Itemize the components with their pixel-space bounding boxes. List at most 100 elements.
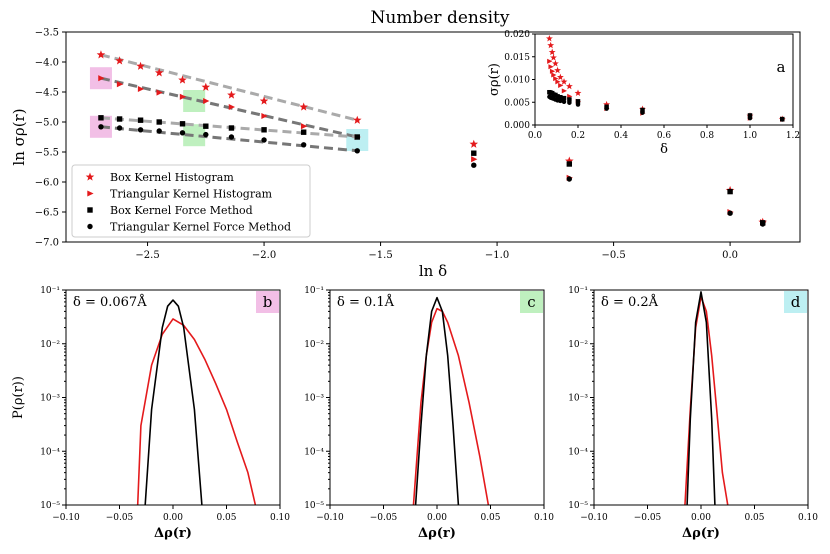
data-point: [575, 102, 581, 107]
legend-marker: [85, 172, 95, 181]
panel-d: −0.10 −0.05 0.00 0.05 0.10 10⁻⁵ 10⁻⁴ 10⁻³ 10⁻² 10…: [568, 286, 818, 541]
distribution-curve: [414, 296, 460, 505]
y-tick-label: −3.5: [35, 28, 59, 39]
y-tick-label: −7.0: [35, 238, 59, 249]
data-point: [760, 221, 766, 227]
data-point: [747, 115, 753, 121]
data-point: [555, 79, 561, 85]
x-axis-label: Δρ(r): [154, 526, 192, 541]
axes-frame: [329, 289, 545, 506]
y-tick-label: 0.015: [504, 53, 530, 63]
data-point: [259, 96, 269, 105]
main-panel: −2.5 −2.0 −1.5 −1.0 −0.5 0.0 −7.0 −6.5 −6.0 −5.5 −…: [10, 28, 801, 280]
data-point: [354, 134, 360, 140]
panel-label: c: [527, 293, 535, 311]
data-point: [545, 34, 553, 42]
x-tick-label: 0.05: [744, 513, 764, 523]
y-tick-label: 10⁻⁵: [568, 501, 588, 511]
y-tick-label: 10⁻⁴: [568, 447, 588, 457]
data-point: [574, 89, 582, 97]
y-tick-label: 0.000: [504, 121, 530, 131]
x-tick-label: 0.10: [270, 513, 290, 523]
fit-line: [100, 125, 358, 153]
highlight-box: [346, 129, 369, 151]
delta-annotation: δ = 0.2Å: [601, 294, 659, 310]
panel-c: −0.10 −0.05 0.00 0.05 0.10 10⁻⁵ 10⁻⁴ 10⁻³ 10⁻² 10…: [304, 286, 554, 541]
data-point: [471, 162, 477, 168]
x-tick-label: 0.00: [691, 513, 711, 523]
y-tick-label: 10⁻⁵: [304, 501, 324, 511]
data-point: [300, 142, 307, 148]
data-point: [640, 110, 645, 115]
x-tick-label: −0.5: [601, 250, 625, 261]
y-tick-label: −5.5: [35, 148, 59, 159]
panel-tag-box: [256, 291, 279, 313]
data-point: [201, 82, 211, 91]
y-tick-label: −6.0: [35, 178, 59, 189]
data-point: [354, 148, 360, 154]
y-tick-label: 10⁻¹: [568, 286, 588, 296]
legend-marker: [87, 207, 93, 213]
data-point: [96, 50, 106, 59]
y-axis-label: ln σρ(r): [10, 108, 28, 165]
x-tick-label: 0.05: [480, 513, 500, 523]
x-tick-label: 0.2: [571, 131, 585, 141]
x-tick-label: 0.05: [216, 513, 236, 523]
data-point: [156, 89, 163, 96]
data-point: [727, 210, 733, 216]
x-tick-label: −0.05: [634, 513, 662, 523]
x-tick-label: −0.10: [52, 513, 80, 523]
data-point: [179, 130, 186, 136]
inset-panel: 0.0 0.2 0.4 0.6 0.8 1.0 1.2 0.000 0.005 0.010 0.01…: [487, 30, 800, 157]
y-tick-label: 10⁻²: [40, 340, 60, 350]
y-tick-label: 10⁻¹: [304, 286, 324, 296]
data-point: [558, 98, 563, 104]
distribution-curve: [686, 291, 716, 505]
data-point: [299, 102, 308, 111]
x-tick-label: 1.0: [743, 131, 758, 141]
data-point: [565, 82, 573, 90]
x-tick-label: 0.6: [657, 131, 672, 141]
data-point: [561, 88, 568, 94]
data-point: [261, 112, 268, 120]
data-point: [561, 99, 567, 105]
inset-background: [535, 34, 793, 125]
legend-marker: [87, 190, 94, 197]
x-tick-label: 1.2: [786, 131, 800, 141]
data-point: [471, 156, 478, 163]
data-point: [547, 58, 553, 64]
data-point: [552, 59, 559, 67]
data-point: [98, 115, 104, 121]
data-point: [727, 188, 733, 195]
data-point: [640, 107, 645, 113]
data-point: [227, 90, 236, 99]
distribution-curve: [144, 299, 203, 505]
data-point: [604, 106, 609, 111]
y-tick-label: 10⁻⁵: [40, 501, 60, 511]
data-point: [471, 150, 477, 156]
x-tick-label: 0.10: [798, 513, 818, 523]
y-tick-label: 10⁻³: [568, 394, 588, 404]
data-point: [352, 115, 362, 124]
data-point: [98, 124, 104, 130]
data-point: [550, 54, 557, 61]
data-point: [553, 76, 559, 82]
data-point: [561, 95, 567, 101]
data-point: [178, 75, 187, 84]
y-axis-label: σρ(r): [487, 63, 502, 96]
x-tick-label: −2.5: [135, 250, 159, 261]
main-axes-frame: [65, 31, 801, 243]
delta-annotation: δ = 0.1Å: [337, 294, 395, 310]
distribution-curve: [136, 318, 257, 505]
y-tick-label: 10⁻⁴: [40, 447, 60, 457]
data-point: [179, 93, 187, 100]
data-point: [156, 119, 162, 125]
data-point: [116, 125, 123, 131]
legend-entry: Box Kernel Force Method: [110, 204, 253, 217]
x-axis-label: δ: [660, 142, 668, 157]
x-tick-label: 0.0: [722, 250, 738, 261]
data-point: [156, 128, 162, 134]
x-axis-label: ln δ: [419, 262, 447, 280]
data-point: [300, 129, 307, 135]
